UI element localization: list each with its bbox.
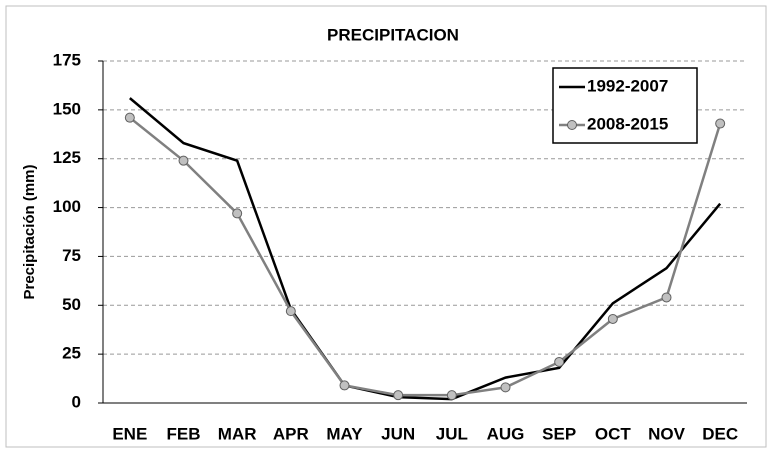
- y-tick-label: 175: [53, 50, 81, 69]
- point: [124, 112, 135, 123]
- x-tick-label: OCT: [595, 424, 632, 443]
- y-tick-label: 25: [62, 344, 81, 363]
- x-tick-label: JUL: [436, 424, 468, 443]
- legend-marker: [567, 120, 577, 130]
- point: [285, 306, 296, 317]
- legend-label: 1992-2007: [587, 76, 668, 95]
- point: [446, 390, 457, 401]
- legend-box: [552, 67, 698, 144]
- point: [715, 118, 726, 129]
- x-tick-label: NOV: [648, 424, 686, 443]
- x-tick-label: AUG: [487, 424, 525, 443]
- series-line: [129, 116, 722, 397]
- legend-label: 2008-2015: [587, 114, 668, 133]
- point: [607, 313, 618, 324]
- point: [232, 208, 243, 219]
- x-tick-label: MAY: [326, 424, 363, 443]
- y-tick-label: 100: [53, 197, 81, 216]
- point: [500, 382, 511, 393]
- y-tick-label: 125: [53, 148, 81, 167]
- point: [554, 356, 565, 367]
- point: [661, 292, 672, 303]
- x-tick-label: FEB: [167, 424, 201, 443]
- x-tick-label: JUN: [381, 424, 415, 443]
- y-tick-label: 75: [62, 246, 81, 265]
- x-tick-label: ENE: [112, 424, 147, 443]
- x-tick-label: APR: [273, 424, 309, 443]
- point: [178, 155, 189, 166]
- y-tick-label: 0: [72, 392, 81, 411]
- x-tick-label: SEP: [542, 424, 576, 443]
- y-tick-label: 150: [53, 99, 81, 118]
- point: [393, 390, 404, 401]
- chart-title: PRECIPITACION: [327, 25, 459, 44]
- point: [339, 380, 350, 391]
- y-axis-label: Precipitación (mm): [21, 164, 38, 299]
- x-tick-label: DEC: [702, 424, 738, 443]
- series-line: [129, 97, 722, 401]
- x-tick-label: MAR: [218, 424, 257, 443]
- y-tick-label: 50: [62, 295, 81, 314]
